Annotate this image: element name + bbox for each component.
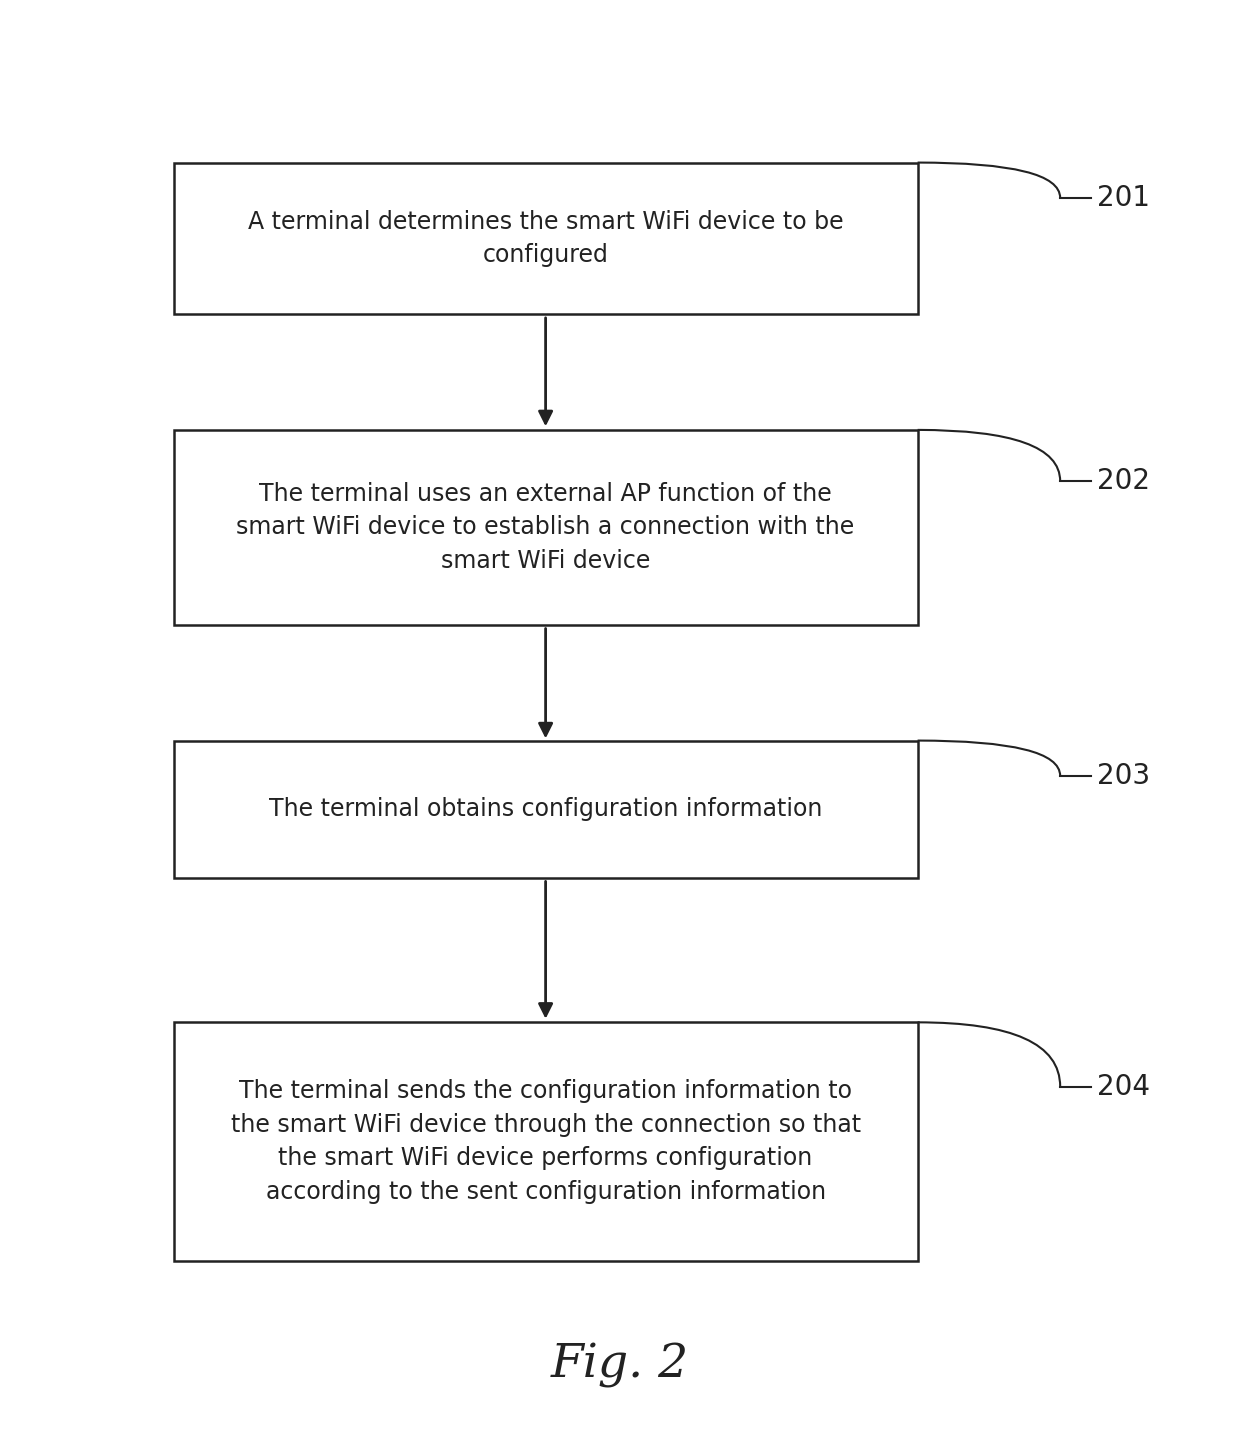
Text: 203: 203 xyxy=(1097,762,1151,790)
Bar xyxy=(174,431,918,624)
Text: 202: 202 xyxy=(1097,467,1151,496)
Text: 201: 201 xyxy=(1097,184,1151,212)
Text: A terminal determines the smart WiFi device to be
configured: A terminal determines the smart WiFi dev… xyxy=(248,210,843,267)
Text: The terminal obtains configuration information: The terminal obtains configuration infor… xyxy=(269,798,822,821)
Bar xyxy=(174,163,918,315)
Text: 204: 204 xyxy=(1097,1072,1151,1101)
Text: The terminal uses an external AP function of the
smart WiFi device to establish : The terminal uses an external AP functio… xyxy=(237,483,854,572)
Bar xyxy=(174,1023,918,1260)
Bar xyxy=(174,740,918,877)
Text: The terminal sends the configuration information to
the smart WiFi device throug: The terminal sends the configuration inf… xyxy=(231,1079,861,1204)
Text: Fig. 2: Fig. 2 xyxy=(551,1342,689,1389)
